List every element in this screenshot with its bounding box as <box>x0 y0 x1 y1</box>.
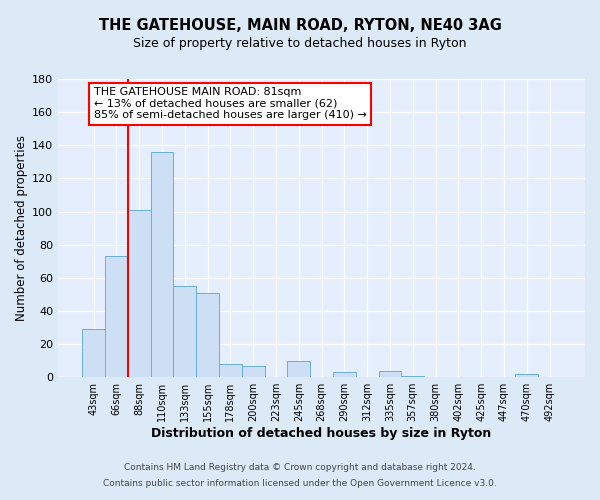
Text: Contains HM Land Registry data © Crown copyright and database right 2024.: Contains HM Land Registry data © Crown c… <box>124 464 476 472</box>
Text: Contains public sector information licensed under the Open Government Licence v3: Contains public sector information licen… <box>103 478 497 488</box>
X-axis label: Distribution of detached houses by size in Ryton: Distribution of detached houses by size … <box>151 427 492 440</box>
Text: THE GATEHOUSE, MAIN ROAD, RYTON, NE40 3AG: THE GATEHOUSE, MAIN ROAD, RYTON, NE40 3A… <box>98 18 502 32</box>
Bar <box>333 372 356 377</box>
Bar <box>219 364 242 377</box>
Bar <box>151 152 173 377</box>
Bar <box>128 210 151 377</box>
Bar <box>82 329 105 377</box>
Bar <box>105 256 128 377</box>
Bar <box>173 286 196 377</box>
Bar <box>515 374 538 377</box>
Bar <box>242 366 265 377</box>
Bar <box>196 292 219 377</box>
Text: THE GATEHOUSE MAIN ROAD: 81sqm
← 13% of detached houses are smaller (62)
85% of : THE GATEHOUSE MAIN ROAD: 81sqm ← 13% of … <box>94 88 367 120</box>
Text: Size of property relative to detached houses in Ryton: Size of property relative to detached ho… <box>133 38 467 51</box>
Bar <box>401 376 424 377</box>
Bar <box>379 370 401 377</box>
Y-axis label: Number of detached properties: Number of detached properties <box>15 135 28 321</box>
Bar <box>287 360 310 377</box>
